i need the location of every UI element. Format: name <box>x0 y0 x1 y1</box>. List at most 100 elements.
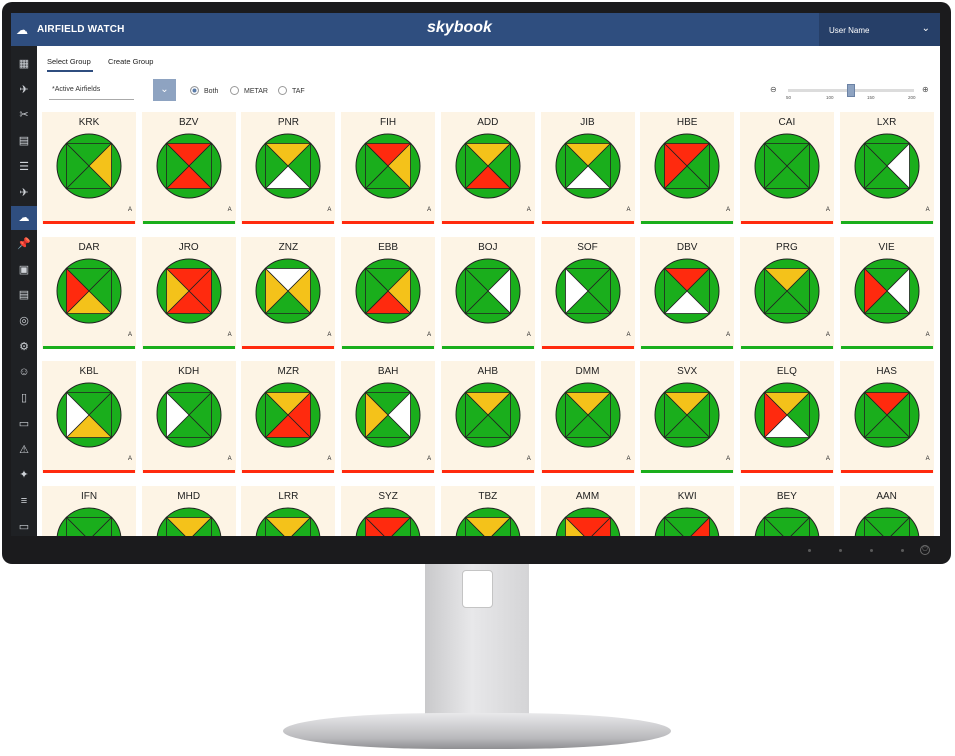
airfield-tile[interactable]: IFN <box>42 485 136 536</box>
airfield-tile[interactable]: MHD <box>141 485 236 536</box>
briefcase-icon[interactable]: ▭ <box>18 520 30 533</box>
zoom-tick: 100 <box>826 95 834 100</box>
sliders-icon[interactable]: ≡ <box>20 494 28 507</box>
airfield-tile[interactable]: MZR A <box>241 361 336 473</box>
zoom-in-icon[interactable]: ⊕ <box>922 85 929 94</box>
airfield-tile[interactable]: SYZ <box>341 485 436 536</box>
quadrant-right <box>490 516 511 536</box>
airfield-tile[interactable]: EBB A <box>341 236 436 349</box>
airfield-tile[interactable]: TBZ <box>440 485 535 536</box>
settings-icon[interactable]: ⚙ <box>19 340 29 353</box>
main-content: Select Group Create Group *Active Airfie… <box>37 46 940 536</box>
airfield-tile[interactable]: LXR A <box>839 112 934 224</box>
airfield-tile[interactable]: SVX A <box>640 361 735 473</box>
airfield-tile[interactable]: KRK A <box>42 112 136 224</box>
status-bar-red <box>740 221 833 224</box>
airfield-tile[interactable]: JRO A <box>141 236 236 349</box>
airfield-tile[interactable]: AMM <box>540 485 635 536</box>
route-icon[interactable]: ✂ <box>19 109 29 122</box>
airfield-tile[interactable]: HAS A <box>839 361 934 473</box>
airfield-tile[interactable]: LRR <box>241 485 336 536</box>
status-bar-red <box>740 470 833 473</box>
tab-select-group[interactable]: Select Group <box>47 57 91 66</box>
radio-metar[interactable]: METAR <box>230 86 268 95</box>
calendar-icon[interactable]: ▣ <box>18 263 30 276</box>
airfield-tile[interactable]: JIB A <box>540 112 635 224</box>
airfield-tile[interactable]: ZNZ A <box>241 236 336 349</box>
top-bar: ☁ AIRFIELD WATCH skybook User Name ⌄ <box>11 13 940 46</box>
airfield-tile[interactable]: KBL A <box>42 361 136 473</box>
satellite-icon[interactable]: ✦ <box>19 469 29 482</box>
airfield-tile[interactable]: VIE A <box>839 236 934 349</box>
airfield-tile[interactable]: BOJ A <box>440 236 535 349</box>
radio-label: METAR <box>244 88 268 95</box>
tab-create-group[interactable]: Create Group <box>108 57 154 66</box>
radio-both[interactable]: Both <box>190 86 218 95</box>
airfield-tile[interactable]: HBE A <box>640 112 735 224</box>
zoom-out-icon[interactable]: ⊖ <box>770 85 777 94</box>
airfield-tile[interactable]: PNR A <box>241 112 336 224</box>
weather-status-indicator <box>355 507 421 536</box>
status-bar-red <box>441 470 534 473</box>
airfield-tile[interactable]: DBV A <box>640 236 735 349</box>
monitor-buttons <box>808 549 904 552</box>
list-icon[interactable]: ☰ <box>19 160 29 173</box>
monitor-base <box>283 713 671 749</box>
document-icon[interactable]: ▯ <box>20 392 28 405</box>
radio-taf[interactable]: TAF <box>278 86 305 95</box>
airfield-tile[interactable]: KWI <box>640 485 735 536</box>
report-badge: A <box>526 207 531 213</box>
airfield-tile[interactable]: DAR A <box>42 236 136 349</box>
quadrant-left <box>763 267 788 314</box>
quadrant-left <box>664 142 688 190</box>
airfield-code: KBL <box>79 366 99 377</box>
user-icon[interactable]: ☺ <box>18 366 30 379</box>
weather-status-indicator <box>56 382 122 448</box>
apps-icon[interactable]: ▦ <box>18 58 30 70</box>
airfield-tile[interactable]: BEY <box>739 485 834 536</box>
user-menu[interactable]: User Name ⌄ <box>819 13 940 46</box>
airfield-code: TBZ <box>478 490 498 502</box>
quadrant-left <box>564 391 589 439</box>
zoom-slider-thumb[interactable] <box>847 84 855 97</box>
airfield-code: BZV <box>178 117 199 128</box>
group-dropdown-button[interactable]: ⌄ <box>153 79 176 101</box>
airfield-code: AMM <box>575 490 600 502</box>
plane-icon[interactable]: ✈ <box>19 83 29 96</box>
status-bar-red <box>242 221 335 224</box>
airfield-tile[interactable]: KDH A <box>141 361 236 473</box>
quadrant-right <box>91 516 112 536</box>
status-bar-red <box>541 221 634 224</box>
airfield-tile[interactable]: BZV A <box>141 112 236 224</box>
airfield-tile[interactable]: AHB A <box>440 361 535 473</box>
status-bar-green <box>641 221 734 224</box>
presentation-icon[interactable]: ▤ <box>18 135 30 148</box>
radio-dot <box>278 86 287 95</box>
weather-status-indicator <box>754 507 820 536</box>
airfield-tile[interactable]: DMM A <box>540 361 635 473</box>
status-bar-red <box>840 470 933 473</box>
pin-icon[interactable]: 📌 <box>17 237 31 250</box>
airfield-code: MHD <box>177 490 201 502</box>
weather-status-indicator <box>555 258 620 323</box>
airfield-tile[interactable]: PRG A <box>739 236 834 349</box>
airfield-tile[interactable]: ADD A <box>440 112 535 224</box>
status-bar-green <box>142 221 235 224</box>
quadrant-left <box>165 267 190 314</box>
flight-icon[interactable]: ✈ <box>19 186 29 199</box>
warning-icon[interactable]: ⚠ <box>19 443 29 456</box>
devices-icon[interactable]: ▭ <box>18 417 30 430</box>
clipboard-icon[interactable]: ▤ <box>18 289 30 302</box>
status-bar-green <box>142 345 235 349</box>
group-select-value[interactable]: *Active Airfields <box>52 86 101 93</box>
chevron-down-icon[interactable]: ⌄ <box>921 23 930 34</box>
airfield-tile[interactable]: ELQ A <box>739 361 834 473</box>
airfield-tile[interactable]: CAI A <box>739 112 834 224</box>
radar-icon[interactable]: ◎ <box>19 315 29 327</box>
weather-icon[interactable]: ☁ <box>11 206 37 231</box>
airfield-tile[interactable]: AAN <box>839 485 934 536</box>
airfield-tile[interactable]: FIH A <box>341 112 436 224</box>
airfield-tile[interactable]: BAH A <box>341 361 436 473</box>
airfield-tile[interactable]: SOF A <box>540 236 635 349</box>
zoom-tick: 150 <box>867 95 875 100</box>
